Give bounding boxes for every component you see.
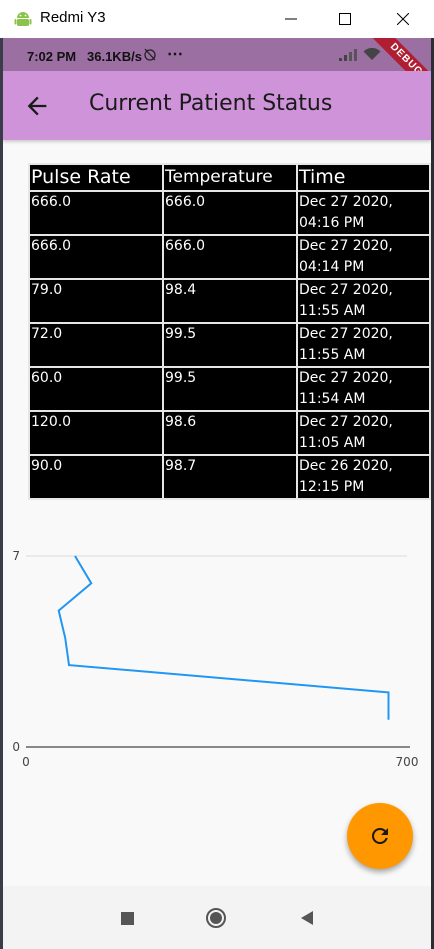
recents-square-icon[interactable] bbox=[115, 906, 139, 930]
table-row: 79.0 98.4 Dec 27 2020, 11:55 AM bbox=[28, 278, 431, 324]
close-icon bbox=[397, 13, 409, 25]
time-clock: 04:16 PM bbox=[299, 215, 365, 231]
more-notifications-icon: ⋯ bbox=[167, 46, 183, 63]
maximize-button[interactable] bbox=[318, 0, 372, 38]
android-icon bbox=[14, 12, 32, 26]
table-row: 120.0 98.6 Dec 27 2020, 11:05 AM bbox=[28, 410, 431, 456]
pulse-rate-cell: 60.0 bbox=[28, 366, 164, 412]
time-date: Dec 27 2020, bbox=[299, 238, 393, 254]
back-arrow-icon[interactable] bbox=[23, 92, 51, 120]
window-title: Redmi Y3 bbox=[40, 9, 106, 26]
pulse-rate-cell: 79.0 bbox=[28, 278, 164, 324]
header-time: Time bbox=[296, 163, 431, 192]
temperature-cell: 98.4 bbox=[162, 278, 298, 324]
maximize-icon bbox=[339, 13, 351, 25]
time-clock: 11:05 AM bbox=[299, 435, 366, 451]
time-date: Dec 27 2020, bbox=[299, 194, 393, 210]
temperature-cell: 666.0 bbox=[162, 234, 298, 280]
pulse-rate-cell: 72.0 bbox=[28, 322, 164, 368]
time-cell: Dec 27 2020, 11:55 AM bbox=[296, 278, 431, 324]
header-temperature: Temperature bbox=[162, 163, 298, 192]
time-cell: Dec 27 2020, 11:55 AM bbox=[296, 322, 431, 368]
pulse-series-line bbox=[57, 555, 390, 720]
status-icons bbox=[339, 48, 381, 61]
y-tick-label: 7 bbox=[12, 549, 20, 563]
pulse-rate-cell: 90.0 bbox=[28, 454, 164, 500]
table-header-row: Pulse Rate Temperature Time bbox=[28, 163, 431, 192]
pulse-chart: 0 7 0 700 bbox=[12, 549, 419, 769]
time-clock: 12:15 PM bbox=[299, 479, 365, 495]
temperature-cell: 666.0 bbox=[162, 190, 298, 236]
emulator-titlebar: Redmi Y3 bbox=[0, 0, 434, 38]
table-row: 90.0 98.7 Dec 26 2020, 12:15 PM bbox=[28, 454, 431, 500]
time-clock: 04:14 PM bbox=[299, 259, 365, 275]
time-date: Dec 26 2020, bbox=[299, 458, 393, 474]
app-bar: Current Patient Status bbox=[3, 71, 431, 140]
pulse-rate-cell: 666.0 bbox=[28, 234, 164, 280]
pulse-rate-cell: 666.0 bbox=[28, 190, 164, 236]
phone-screen: 7:02 PM 36.1KB/s ⋯ DEBUG Current Patient… bbox=[3, 38, 431, 949]
refresh-button[interactable] bbox=[347, 803, 413, 869]
time-cell: Dec 27 2020, 11:05 AM bbox=[296, 410, 431, 456]
alarm-off-icon bbox=[144, 48, 156, 61]
android-nav-bar bbox=[3, 886, 431, 949]
time-date: Dec 27 2020, bbox=[299, 414, 393, 430]
time-clock: 11:54 AM bbox=[299, 391, 366, 407]
refresh-icon bbox=[371, 828, 388, 844]
time-date: Dec 27 2020, bbox=[299, 282, 393, 298]
time-clock: 11:55 AM bbox=[299, 303, 366, 319]
time-cell: Dec 27 2020, 04:14 PM bbox=[296, 234, 431, 280]
temperature-cell: 98.6 bbox=[162, 410, 298, 456]
time-cell: Dec 27 2020, 04:16 PM bbox=[296, 190, 431, 236]
patient-status-table: Pulse Rate Temperature Time 666.0 666.0 De… bbox=[28, 163, 431, 500]
time-date: Dec 27 2020, bbox=[299, 370, 393, 386]
temperature-cell: 99.5 bbox=[162, 366, 298, 412]
table-row: 666.0 666.0 Dec 27 2020, 04:16 PM bbox=[28, 190, 431, 236]
header-pulse-rate: Pulse Rate bbox=[28, 163, 164, 192]
table-row: 60.0 99.5 Dec 27 2020, 11:54 AM bbox=[28, 366, 431, 412]
page-title: Current Patient Status bbox=[89, 91, 333, 116]
desktop-background bbox=[0, 38, 3, 949]
close-button[interactable] bbox=[376, 0, 430, 38]
table-row: 666.0 666.0 Dec 27 2020, 04:14 PM bbox=[28, 234, 431, 280]
status-bar: 7:02 PM 36.1KB/s ⋯ DEBUG bbox=[3, 38, 431, 105]
home-circle-icon[interactable] bbox=[204, 906, 228, 930]
x-tick-label: 0 bbox=[22, 755, 30, 769]
time-clock: 11:55 AM bbox=[299, 347, 366, 363]
x-tick-label: 700 bbox=[396, 755, 419, 769]
status-time: 7:02 PM bbox=[27, 49, 77, 64]
time-date: Dec 27 2020, bbox=[299, 326, 393, 342]
signal-icon bbox=[339, 48, 357, 61]
pulse-rate-cell: 120.0 bbox=[28, 410, 164, 456]
time-cell: Dec 26 2020, 12:15 PM bbox=[296, 454, 431, 500]
table-row: 72.0 99.5 Dec 27 2020, 11:55 AM bbox=[28, 322, 431, 368]
temperature-cell: 99.5 bbox=[162, 322, 298, 368]
time-cell: Dec 27 2020, 11:54 AM bbox=[296, 366, 431, 412]
minimize-button[interactable] bbox=[264, 0, 318, 38]
temperature-cell: 98.7 bbox=[162, 454, 298, 500]
minimize-icon bbox=[285, 18, 297, 20]
status-speed: 36.1KB/s bbox=[87, 49, 142, 64]
back-triangle-icon[interactable] bbox=[295, 906, 319, 930]
wifi-icon bbox=[363, 48, 381, 60]
y-tick-label: 0 bbox=[12, 740, 20, 754]
